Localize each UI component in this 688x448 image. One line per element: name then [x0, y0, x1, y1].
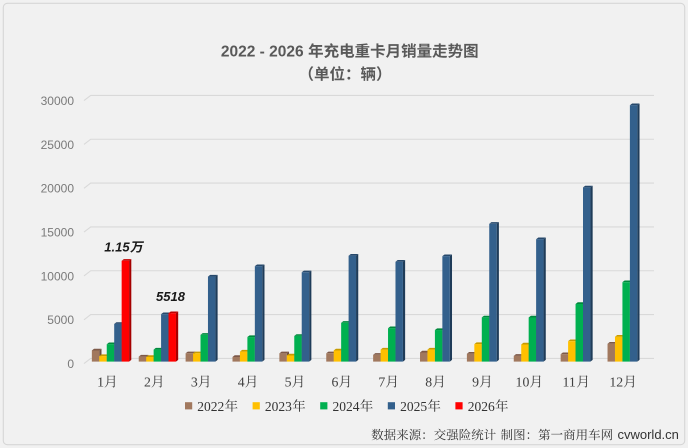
svg-text:9: 9 — [472, 374, 479, 389]
svg-text:2: 2 — [144, 374, 151, 389]
svg-text:10000: 10000 — [41, 269, 75, 283]
svg-text:2022: 2022 — [197, 399, 224, 414]
svg-text:1: 1 — [97, 374, 104, 389]
svg-text:12: 12 — [609, 374, 623, 389]
svg-text:3: 3 — [191, 374, 198, 389]
svg-text:5518: 5518 — [156, 289, 186, 304]
svg-text:4: 4 — [238, 374, 245, 389]
svg-text:2024: 2024 — [333, 399, 360, 414]
svg-text:5000: 5000 — [47, 313, 74, 327]
svg-text:10: 10 — [516, 374, 530, 389]
svg-text:25000: 25000 — [41, 138, 75, 152]
svg-text:30000: 30000 — [41, 94, 75, 108]
svg-text:7: 7 — [378, 374, 385, 389]
svg-text:0: 0 — [67, 357, 74, 371]
svg-text:cvworld.cn: cvworld.cn — [617, 427, 678, 442]
svg-text:6: 6 — [331, 374, 338, 389]
svg-text:1.15: 1.15 — [104, 240, 130, 255]
svg-text:2023: 2023 — [265, 399, 292, 414]
svg-text:15000: 15000 — [41, 225, 75, 239]
svg-text:2025: 2025 — [400, 399, 427, 414]
svg-text:8: 8 — [425, 374, 432, 389]
svg-text:5: 5 — [285, 374, 292, 389]
svg-text:11: 11 — [562, 374, 575, 389]
svg-text:2022 - 2026: 2022 - 2026 — [221, 44, 304, 61]
svg-text:2026: 2026 — [468, 399, 495, 414]
svg-text:20000: 20000 — [41, 182, 75, 196]
